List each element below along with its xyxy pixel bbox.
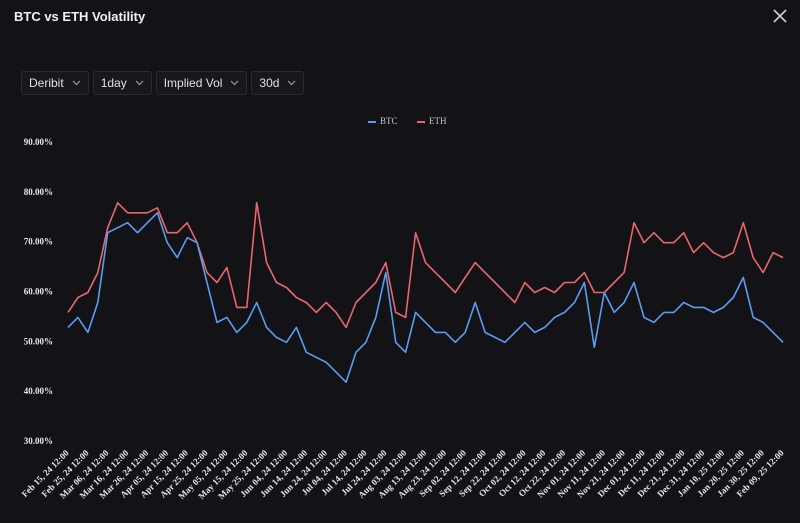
chevron xyxy=(288,80,296,86)
dropdown[interactable]: Deribit xyxy=(21,71,89,95)
y-tick-label: 60.00% xyxy=(24,287,53,297)
y-tick-label: 90.00% xyxy=(24,137,53,147)
dropdown[interactable]: 30d xyxy=(251,71,305,95)
y-tick-label: 70.00% xyxy=(24,237,53,247)
series-line xyxy=(67,212,784,383)
series-line xyxy=(67,202,784,329)
dropdown-label: 30d xyxy=(259,76,280,90)
legend-label: ETH xyxy=(429,116,447,126)
legend-item[interactable]: BTC xyxy=(368,116,398,126)
dropdown[interactable]: 1day xyxy=(92,71,152,95)
y-tick-label: 50.00% xyxy=(24,336,53,346)
y-tick-label: 40.00% xyxy=(24,386,53,396)
chevron xyxy=(230,80,239,86)
dropdown-label: 1day xyxy=(100,76,127,90)
dropdown[interactable]: Implied Vol xyxy=(155,71,248,95)
y-tick-label: 30.00% xyxy=(24,436,53,446)
modal-title: BTC vs ETH Volatility xyxy=(14,9,146,24)
dropdown-label: Deribit xyxy=(29,76,64,90)
dropdown-label: Implied Vol xyxy=(163,76,223,90)
close-button[interactable] xyxy=(770,6,790,26)
controls: Deribit 1day Implied Vol 30d xyxy=(21,71,305,95)
legend-label: BTC xyxy=(380,116,398,126)
chevron xyxy=(72,80,81,86)
chevron xyxy=(135,80,144,86)
legend-item[interactable]: ETH xyxy=(417,116,447,126)
y-tick-label: 80.00% xyxy=(24,187,53,197)
